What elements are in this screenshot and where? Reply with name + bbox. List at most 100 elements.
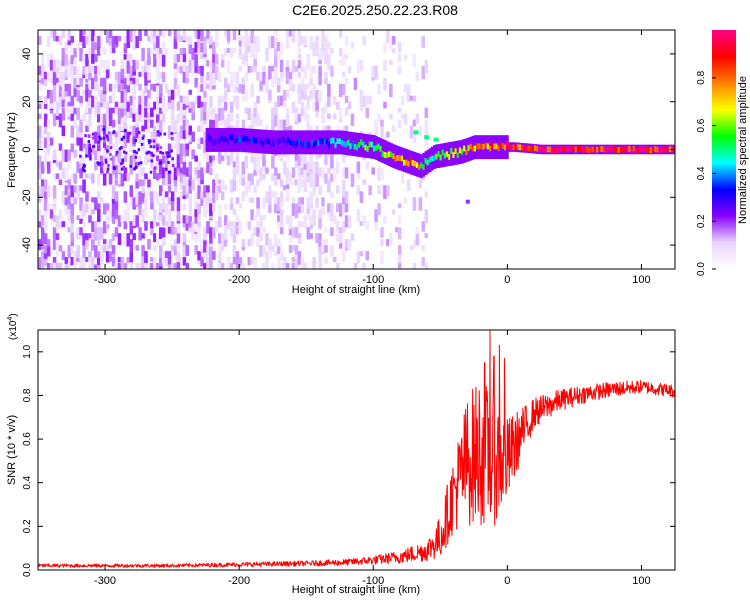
noise-cell xyxy=(173,245,178,256)
cluster-cell xyxy=(107,164,110,167)
noise-cell xyxy=(253,113,257,127)
noise-cell xyxy=(43,77,48,86)
noise-cell xyxy=(147,185,151,197)
y-tick-label: 0.4 xyxy=(22,475,33,489)
ridge-cell xyxy=(452,152,456,158)
noise-cell xyxy=(41,227,45,241)
noise-cell xyxy=(55,215,60,227)
noise-cell xyxy=(279,263,284,269)
noise-cell xyxy=(200,167,204,181)
noise-cell xyxy=(285,263,290,269)
noise-cell xyxy=(232,83,237,93)
noise-cell xyxy=(132,59,136,72)
ridge-cell xyxy=(295,140,299,147)
noise-cell xyxy=(156,36,160,48)
noise-cell xyxy=(138,179,142,187)
cluster-cell xyxy=(122,135,125,139)
noise-cell xyxy=(259,149,263,161)
ridge-cell xyxy=(660,147,664,153)
noise-cell xyxy=(336,161,340,174)
noise-cell xyxy=(200,257,204,267)
noise-cell xyxy=(129,30,134,42)
noise-cell xyxy=(126,101,131,112)
noise-cell xyxy=(215,221,219,233)
noise-cell xyxy=(359,89,364,103)
ridge-cell xyxy=(516,143,520,150)
noise-cell xyxy=(256,227,260,237)
cluster-cell xyxy=(149,145,153,149)
noise-cell xyxy=(220,95,225,102)
noise-cell xyxy=(223,233,228,247)
noise-cell xyxy=(52,113,57,127)
y-tick-label: 1.0 xyxy=(22,344,33,358)
noise-cell xyxy=(55,36,60,42)
noise-cell xyxy=(262,245,266,255)
noise-cell xyxy=(182,203,187,210)
noise-cell xyxy=(297,113,302,123)
noise-cell xyxy=(114,36,119,45)
noise-cell xyxy=(153,101,157,110)
noise-cell xyxy=(200,42,204,53)
ridge-cell xyxy=(358,142,361,148)
noise-cell xyxy=(100,59,104,68)
noise-cell xyxy=(153,257,157,269)
noise-cell xyxy=(409,245,414,251)
ridge-cell xyxy=(428,156,432,163)
cluster-cell xyxy=(118,147,122,151)
ridge-cell xyxy=(377,143,381,150)
noise-cell xyxy=(232,179,237,192)
ridge-cell xyxy=(568,146,572,153)
noise-cell xyxy=(43,251,48,259)
cluster-cell xyxy=(149,170,153,174)
noise-cell xyxy=(179,173,184,183)
noise-cell xyxy=(88,257,92,264)
noise-cell xyxy=(185,95,190,106)
noise-cell xyxy=(167,143,172,154)
noise-cell xyxy=(49,107,54,114)
noise-cell xyxy=(421,36,426,48)
noise-cell xyxy=(144,83,148,94)
noise-cell xyxy=(418,125,423,137)
noise-cell xyxy=(235,161,240,175)
noise-cell xyxy=(303,263,308,269)
noise-cell xyxy=(91,30,95,42)
noise-cell xyxy=(277,83,281,93)
cluster-cell xyxy=(104,158,108,162)
ridge-cell xyxy=(233,138,237,145)
noise-cell xyxy=(194,209,198,217)
ridge-cell xyxy=(448,154,451,160)
noise-cell xyxy=(188,89,193,95)
colorbar-ticks: 0.00.20.40.60.8 xyxy=(696,70,716,276)
noise-cell xyxy=(380,227,384,238)
noise-cell xyxy=(291,257,296,263)
noise-cell xyxy=(38,36,42,45)
noise-cell xyxy=(117,233,122,245)
noise-cell xyxy=(212,161,216,167)
noise-cell xyxy=(126,83,131,93)
cluster-cell xyxy=(134,155,138,159)
noise-cell xyxy=(64,149,69,162)
ridge-cell xyxy=(664,146,668,153)
noise-cell xyxy=(235,119,240,132)
noise-cell xyxy=(250,197,254,203)
noise-cell xyxy=(241,95,246,102)
cluster-cell xyxy=(170,132,174,135)
noise-cell xyxy=(291,227,296,238)
noise-cell xyxy=(132,149,136,163)
noise-cell xyxy=(97,83,101,92)
noise-cell xyxy=(67,161,72,170)
noise-cell xyxy=(300,101,305,110)
noise-cell xyxy=(144,149,148,164)
noise-cell xyxy=(159,119,163,133)
ridge-cell xyxy=(667,146,670,153)
noise-cell xyxy=(176,251,181,263)
cluster-cell xyxy=(88,147,92,151)
colorbar-tick-label: 0.4 xyxy=(696,166,707,180)
noise-cell xyxy=(88,203,92,215)
noise-cell xyxy=(259,119,263,127)
noise-cell xyxy=(182,161,187,175)
ridge-cell xyxy=(585,146,589,152)
noise-cell xyxy=(291,167,296,178)
noise-cell xyxy=(318,47,322,61)
